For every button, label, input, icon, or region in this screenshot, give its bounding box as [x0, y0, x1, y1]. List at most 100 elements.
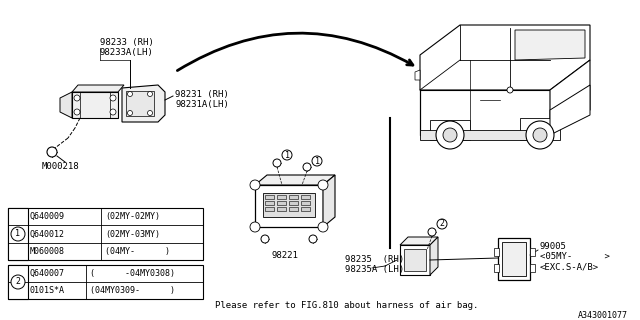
Polygon shape: [420, 130, 550, 140]
Circle shape: [11, 227, 25, 241]
Bar: [301, 207, 310, 211]
Bar: [277, 195, 286, 199]
Circle shape: [147, 92, 152, 97]
Polygon shape: [400, 237, 438, 245]
Text: 2: 2: [440, 220, 445, 228]
Text: 1: 1: [314, 156, 319, 165]
Text: 98235A (LH): 98235A (LH): [345, 265, 404, 274]
Polygon shape: [122, 85, 165, 122]
Circle shape: [110, 95, 116, 101]
Bar: [289, 195, 298, 199]
Polygon shape: [550, 85, 590, 135]
Text: 98235  (RH): 98235 (RH): [345, 255, 404, 264]
Circle shape: [533, 128, 547, 142]
Text: (04MY-      ): (04MY- ): [105, 247, 170, 256]
Circle shape: [318, 222, 328, 232]
Polygon shape: [255, 185, 323, 227]
Text: 98231A(LH): 98231A(LH): [175, 100, 228, 109]
Circle shape: [47, 147, 57, 157]
Circle shape: [312, 156, 322, 166]
Polygon shape: [420, 90, 550, 135]
Polygon shape: [430, 237, 438, 275]
Text: 98231 (RH): 98231 (RH): [175, 90, 228, 99]
Circle shape: [309, 235, 317, 243]
Polygon shape: [60, 92, 72, 118]
Bar: [8, 208, 203, 260]
Text: (      -04MY0308): ( -04MY0308): [90, 269, 175, 278]
Circle shape: [507, 87, 513, 93]
Text: Q640012: Q640012: [30, 229, 65, 238]
Polygon shape: [430, 120, 470, 140]
Circle shape: [318, 180, 328, 190]
Polygon shape: [550, 60, 590, 135]
Circle shape: [74, 109, 80, 115]
Bar: [8, 265, 203, 299]
Circle shape: [250, 180, 260, 190]
Bar: [494, 248, 499, 256]
Text: 98233 (RH): 98233 (RH): [100, 38, 154, 47]
Text: M060008: M060008: [30, 247, 65, 256]
Bar: [8, 265, 28, 299]
Bar: [530, 248, 535, 256]
Polygon shape: [255, 175, 335, 185]
Circle shape: [11, 275, 25, 289]
Bar: [289, 201, 298, 205]
Bar: [265, 207, 274, 211]
Polygon shape: [420, 25, 590, 90]
Text: 98233A(LH): 98233A(LH): [100, 48, 154, 57]
Circle shape: [147, 110, 152, 116]
Text: 99005: 99005: [540, 242, 567, 251]
Text: A343001077: A343001077: [578, 310, 628, 319]
Bar: [277, 207, 286, 211]
Polygon shape: [323, 175, 335, 227]
Bar: [301, 201, 310, 205]
Bar: [404, 249, 426, 271]
Circle shape: [110, 109, 116, 115]
Bar: [263, 193, 315, 217]
Text: <05MY-      >: <05MY- >: [540, 252, 610, 261]
Circle shape: [250, 222, 260, 232]
FancyArrowPatch shape: [177, 33, 413, 70]
Text: Q640009: Q640009: [30, 212, 65, 221]
Circle shape: [443, 128, 457, 142]
Circle shape: [437, 219, 447, 229]
Polygon shape: [72, 92, 118, 118]
Circle shape: [303, 163, 311, 171]
Bar: [126, 91, 154, 116]
Polygon shape: [415, 70, 420, 80]
Polygon shape: [400, 245, 430, 275]
Bar: [301, 195, 310, 199]
Bar: [8, 208, 28, 260]
Bar: [494, 264, 499, 272]
Bar: [502, 242, 526, 276]
Polygon shape: [515, 30, 585, 60]
Polygon shape: [72, 85, 124, 92]
Text: (02MY-02MY): (02MY-02MY): [105, 212, 160, 221]
Circle shape: [273, 159, 281, 167]
Text: Please refer to FIG.810 about harness of air bag.: Please refer to FIG.810 about harness of…: [215, 300, 478, 309]
Text: 1: 1: [285, 150, 289, 159]
Text: (04MY0309-      ): (04MY0309- ): [90, 286, 175, 295]
Circle shape: [428, 228, 436, 236]
Circle shape: [261, 235, 269, 243]
Text: 1: 1: [15, 229, 20, 238]
Text: 98221: 98221: [271, 251, 298, 260]
Bar: [265, 195, 274, 199]
Circle shape: [436, 121, 464, 149]
Polygon shape: [520, 118, 560, 140]
Text: M000218: M000218: [42, 162, 79, 171]
Text: <EXC.S-A/B>: <EXC.S-A/B>: [540, 262, 599, 271]
Text: (02MY-03MY): (02MY-03MY): [105, 229, 160, 238]
Text: 0101S*A: 0101S*A: [30, 286, 65, 295]
Circle shape: [127, 92, 132, 97]
Text: 2: 2: [15, 277, 20, 286]
Bar: [277, 201, 286, 205]
Polygon shape: [498, 238, 530, 280]
Text: Q640007: Q640007: [30, 269, 65, 278]
Circle shape: [526, 121, 554, 149]
Bar: [289, 207, 298, 211]
Bar: [265, 201, 274, 205]
Circle shape: [127, 110, 132, 116]
Circle shape: [74, 95, 80, 101]
Circle shape: [282, 150, 292, 160]
